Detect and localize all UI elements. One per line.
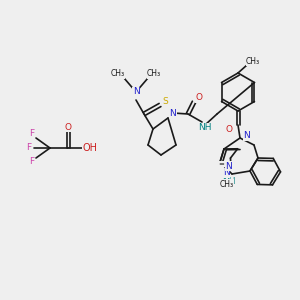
Text: CH₃: CH₃	[246, 56, 260, 65]
Text: CH₃: CH₃	[147, 70, 161, 79]
Text: CH₃: CH₃	[219, 180, 233, 189]
Text: N: N	[244, 131, 250, 140]
Text: N: N	[225, 162, 232, 171]
Text: N: N	[223, 168, 230, 177]
Text: NH: NH	[198, 124, 212, 133]
Text: N: N	[244, 131, 250, 140]
Text: NH: NH	[222, 176, 236, 185]
Text: CH₃: CH₃	[111, 70, 125, 79]
Text: F: F	[29, 130, 34, 139]
Text: O: O	[226, 125, 232, 134]
Text: =: =	[219, 161, 224, 167]
Text: N: N	[133, 88, 140, 97]
Text: N: N	[169, 109, 176, 118]
Text: S: S	[162, 98, 168, 106]
Text: O: O	[64, 122, 71, 131]
Text: O: O	[196, 94, 202, 103]
Text: OH: OH	[82, 143, 98, 153]
Text: F: F	[29, 158, 34, 166]
Text: F: F	[26, 143, 32, 152]
